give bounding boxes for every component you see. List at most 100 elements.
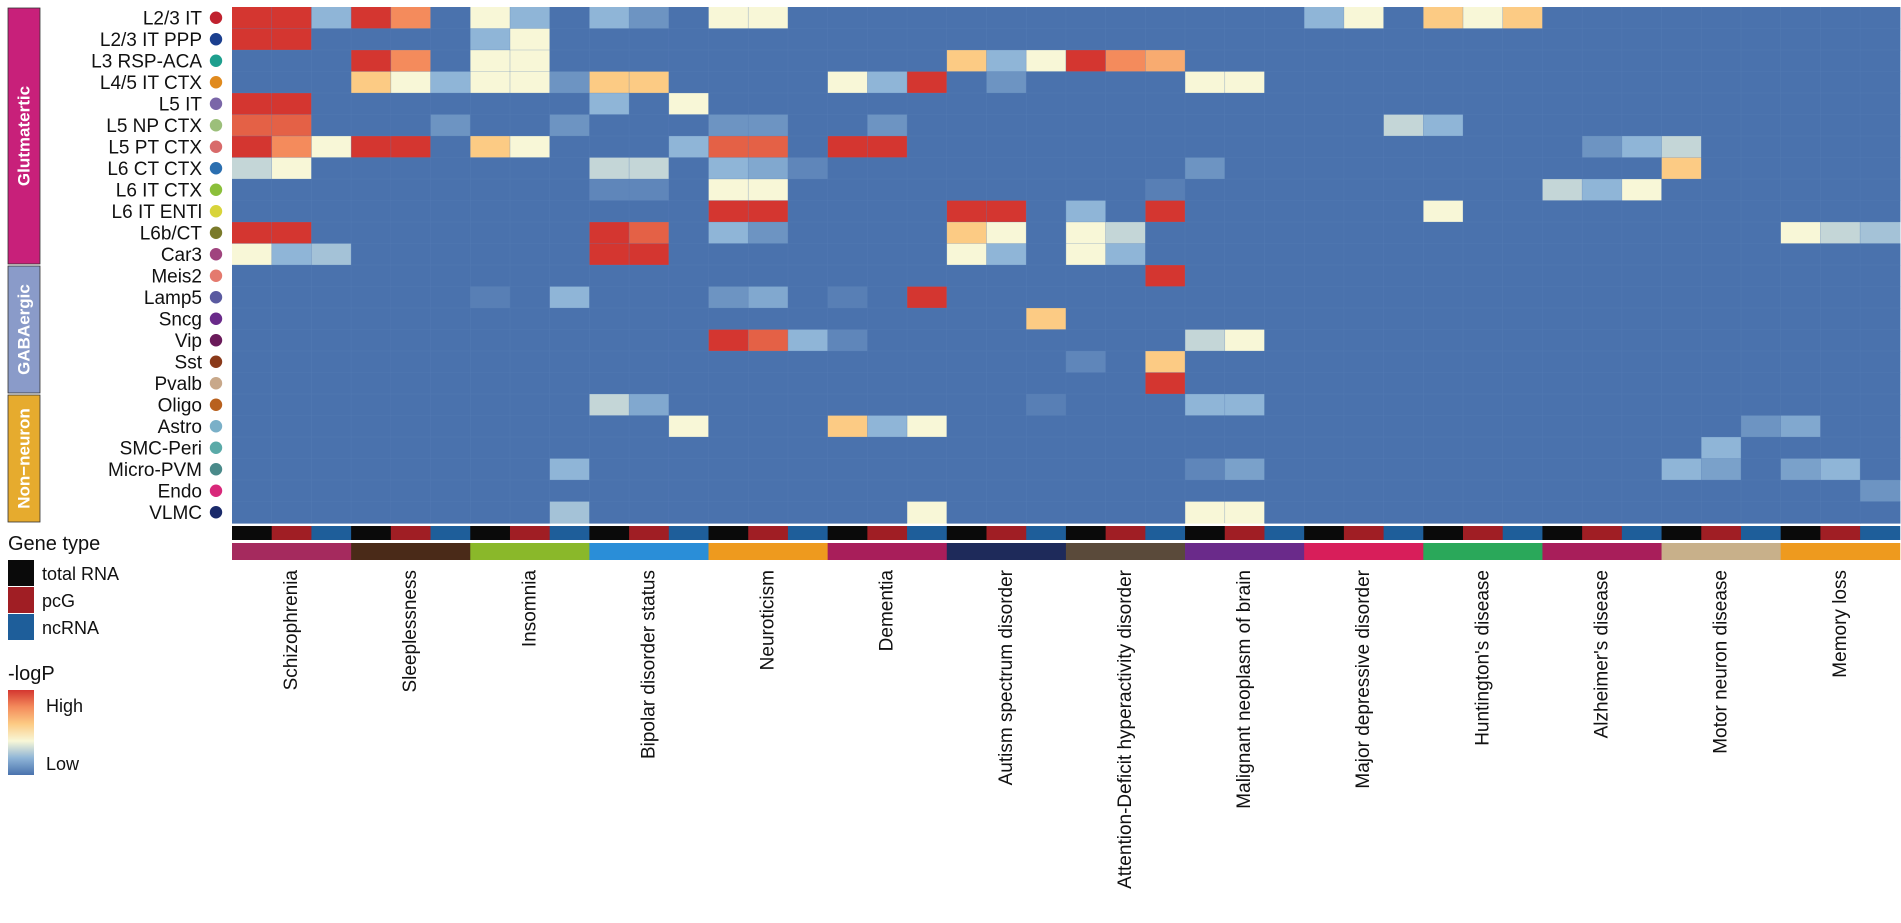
heatmap-cell-meis2-33 — [1542, 265, 1583, 288]
column-label-major-depressive-disorder: Major depressive disorder — [1353, 569, 1374, 788]
heatmap-cell-pvalb-17 — [907, 372, 948, 395]
heatmap-cell-l5-pt-ctx-24 — [1185, 136, 1226, 159]
heatmap-cell-l4-5-it-ctx-29 — [1383, 71, 1424, 94]
heatmap-cell-l5-pt-ctx-27 — [1304, 136, 1345, 159]
heatmap-cell-smc-peri-5 — [430, 437, 471, 460]
heatmap-cell-l6b-ct-14 — [787, 222, 829, 245]
heatmap-cell-l6-it-ctx-12 — [708, 179, 749, 202]
heatmap-cell-meis2-39 — [1780, 265, 1821, 288]
heatmap-cell-l6-it-ctx-17 — [907, 179, 948, 202]
legend-label-pcg: pcG — [42, 591, 75, 611]
heatmap-cell-smc-peri-31 — [1463, 437, 1504, 460]
heatmap-cell-astro-9 — [589, 415, 630, 438]
heatmap-cell-astro-18 — [946, 415, 988, 438]
heatmap-cell-l6b-ct-4 — [390, 222, 432, 245]
heatmap-cell-endo-38 — [1740, 480, 1782, 503]
gene-type-annot-pcg — [1105, 526, 1146, 540]
heatmap-cell-vip-2 — [311, 329, 352, 352]
heatmap-cell-l5-it-4 — [390, 93, 432, 116]
heatmap-cell-oligo-14 — [787, 394, 829, 417]
heatmap-cell-l3-rsp-aca-11 — [668, 50, 710, 73]
heatmap-cell-l6-ct-ctx-33 — [1542, 157, 1583, 180]
heatmap-cell-meis2-8 — [549, 265, 590, 288]
heatmap-cell-car3-15 — [827, 243, 868, 266]
heatmap-cell-l3-rsp-aca-12 — [708, 50, 749, 73]
heatmap-cell-lamp5-32 — [1502, 286, 1544, 309]
heatmap-cell-l5-pt-ctx-10 — [629, 136, 670, 159]
heatmap-cell-l2-3-it-ppp-41 — [1860, 28, 1901, 51]
heatmap-cell-l6b-ct-2 — [311, 222, 352, 245]
disease-annot-major-depressive-disorder — [1304, 543, 1424, 560]
heatmap-cell-smc-peri-16 — [867, 437, 908, 460]
heatmap-cell-l3-rsp-aca-2 — [311, 50, 352, 73]
heatmap-cell-micro-pvm-4 — [390, 458, 432, 481]
disease-annot-schizophrenia — [232, 543, 352, 560]
heatmap-cell-l2-3-it-0 — [232, 7, 273, 30]
heatmap-cell-vip-24 — [1185, 329, 1226, 352]
heatmap-cell-l5-pt-ctx-15 — [827, 136, 868, 159]
heatmap-cell-l6-it-entl-11 — [668, 200, 710, 223]
heatmap-cell-astro-17 — [907, 415, 948, 438]
heatmap-cell-l2-3-it-ppp-24 — [1185, 28, 1226, 51]
heatmap-cell-l5-pt-ctx-12 — [708, 136, 749, 159]
gene-type-annot-total-rna — [1661, 526, 1702, 540]
heatmap-cell-micro-pvm-8 — [549, 458, 590, 481]
heatmap-cell-astro-4 — [390, 415, 432, 438]
heatmap-cell-sst-24 — [1185, 351, 1226, 374]
heatmap-cell-l6-it-entl-9 — [589, 200, 630, 223]
heatmap-cell-l6-ct-ctx-41 — [1860, 157, 1901, 180]
column-label-schizophrenia: Schizophrenia — [281, 570, 302, 691]
heatmap-cell-l2-3-it-ppp-29 — [1383, 28, 1424, 51]
heatmap-cell-l4-5-it-ctx-18 — [946, 71, 988, 94]
heatmap-cell-vip-10 — [629, 329, 670, 352]
heatmap-cell-vlmc-36 — [1661, 501, 1702, 524]
heatmap-cell-l2-3-it-ppp-2 — [311, 28, 352, 51]
heatmap-cell-l2-3-it-ppp-39 — [1780, 28, 1821, 51]
row-group-bars: Glutmatertic GABAergic Non−neuron — [7, 7, 41, 523]
heatmap-cell-l5-pt-ctx-33 — [1542, 136, 1583, 159]
column-label-insomnia: Insomnia — [519, 570, 540, 648]
heatmap-cell-pvalb-31 — [1463, 372, 1504, 395]
heatmap-cell-l6-ct-ctx-40 — [1820, 157, 1861, 180]
heatmap-cell-pvalb-10 — [629, 372, 670, 395]
heatmap-cell-sst-0 — [232, 351, 273, 374]
heatmap-cell-oligo-10 — [629, 394, 670, 417]
gene-type-annot-pcg — [390, 526, 431, 540]
heatmap-cell-l2-3-it-16 — [867, 7, 908, 30]
heatmap-cell-l5-it-12 — [708, 93, 749, 116]
color-scale-low-label: Low — [46, 754, 80, 774]
heatmap-cell-vip-39 — [1780, 329, 1821, 352]
heatmap-cell-l6-ct-ctx-16 — [867, 157, 908, 180]
heatmap-cell-sst-11 — [668, 351, 710, 374]
heatmap-cell-pvalb-38 — [1740, 372, 1782, 395]
heatmap-cell-sst-37 — [1701, 351, 1742, 374]
heatmap-cell-l5-it-0 — [232, 93, 273, 116]
row-label-astro: Astro — [158, 417, 202, 438]
heatmap-cell-l5-it-22 — [1105, 93, 1146, 116]
heatmap-cell-l3-rsp-aca-41 — [1860, 50, 1901, 73]
gene-type-annot-ncrna — [1145, 526, 1186, 540]
heatmap-cell-endo-0 — [232, 480, 273, 503]
heatmap-cell-sst-12 — [708, 351, 749, 374]
row-label-lamp5: Lamp5 — [144, 288, 202, 309]
heatmap-cell-l2-3-it-ppp-3 — [351, 28, 392, 51]
heatmap-cell-vlmc-31 — [1463, 501, 1504, 524]
heatmap-cell-vlmc-27 — [1304, 501, 1345, 524]
heatmap-cell-l6-ct-ctx-39 — [1780, 157, 1821, 180]
heatmap-cell-endo-7 — [509, 480, 551, 503]
heatmap-cell-l6-it-ctx-32 — [1502, 179, 1544, 202]
heatmap-cell-l6-it-entl-13 — [748, 200, 789, 223]
heatmap-cell-l5-np-ctx-12 — [708, 114, 749, 137]
heatmap-cell-astro-40 — [1820, 415, 1861, 438]
heatmap-cell-l3-rsp-aca-1 — [271, 50, 313, 73]
heatmap-cell-astro-8 — [549, 415, 590, 438]
heatmap-cell-l6-ct-ctx-11 — [668, 157, 710, 180]
heatmap-cell-lamp5-38 — [1740, 286, 1782, 309]
heatmap-cell-l6-it-ctx-30 — [1423, 179, 1464, 202]
row-dot-oligo — [209, 398, 223, 411]
heatmap-cell-lamp5-27 — [1304, 286, 1345, 309]
heatmap-cell-sncg-9 — [589, 308, 630, 331]
heatmap-cell-sncg-28 — [1343, 308, 1385, 331]
heatmap-cell-sncg-21 — [1065, 308, 1107, 331]
